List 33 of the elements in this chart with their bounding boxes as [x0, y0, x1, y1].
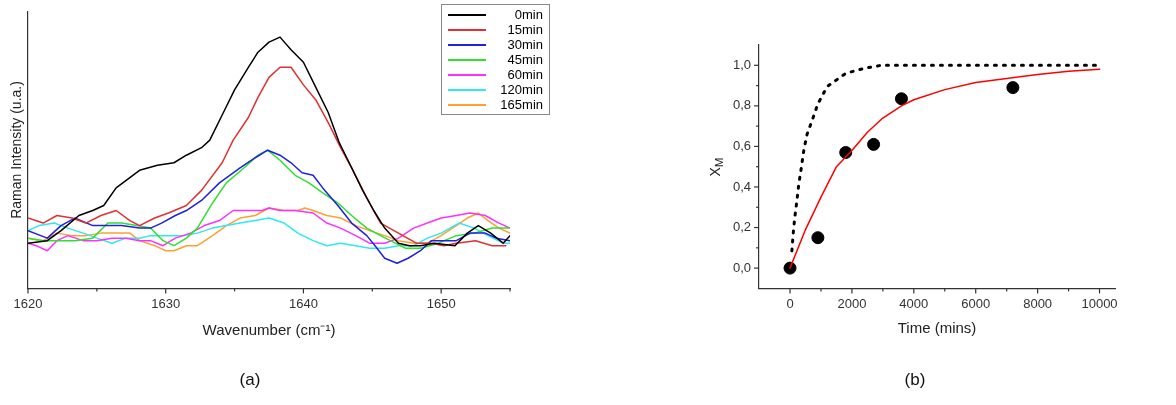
x-tick-label: 1640 — [288, 295, 318, 311]
y-tick-label: 0,0 — [732, 259, 752, 275]
legend-label: 45min — [507, 52, 543, 67]
legend-label: 60min — [507, 67, 543, 82]
x-tick-label: 8000 — [1023, 295, 1053, 311]
point — [811, 231, 825, 245]
x-tick-label: 6000 — [961, 295, 991, 311]
x-tick-label: 10000 — [1081, 295, 1118, 311]
legend-label: 165min — [500, 97, 543, 112]
x-tick-label: 1650 — [426, 295, 456, 311]
y-tick-label: 1,0 — [732, 56, 752, 72]
legend-label: 120min — [500, 82, 543, 97]
x-axis-title: Wavenumber (cm⁻¹) — [201, 320, 337, 339]
x-tick-label: 1620 — [13, 295, 43, 311]
point — [1006, 81, 1020, 95]
point — [894, 92, 908, 106]
y-tick-label: 0,2 — [732, 219, 752, 235]
x-tick-label: 1630 — [151, 295, 181, 311]
point — [783, 261, 797, 275]
x-axis-title: Time (mins) — [896, 319, 978, 336]
x-tick-label: 2000 — [837, 295, 867, 311]
y-axis-title: Raman Intensity (u.a.) — [8, 81, 24, 220]
y-tick-label: 0,6 — [732, 137, 752, 153]
legend-label: 0min — [514, 7, 543, 22]
x-tick-label: 4000 — [899, 295, 929, 311]
x-tick-label: 0 — [786, 295, 794, 311]
point — [867, 137, 881, 151]
y-tick-label: 0,4 — [732, 178, 752, 194]
legend-label: 15min — [507, 22, 543, 37]
text: (b) — [904, 370, 926, 390]
y-tick-label: 0,8 — [732, 97, 752, 113]
text: (a) — [239, 370, 261, 390]
legend-label: 30min — [507, 37, 543, 52]
